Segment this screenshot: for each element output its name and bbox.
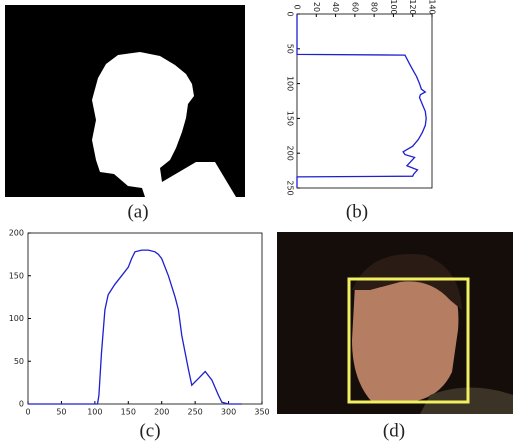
y-tick-label: 100	[389, 0, 398, 15]
x-tick-label: 300	[221, 408, 236, 417]
y-tick-label: 60	[350, 2, 359, 12]
caption: (c)	[139, 420, 160, 441]
y-tick-label: 150	[9, 271, 24, 280]
x-tick-label: 150	[121, 408, 136, 417]
x-tick-label: 250	[188, 408, 203, 417]
y-tick-label: 40	[331, 2, 340, 12]
y-tick-label: 80	[370, 2, 379, 12]
y-tick-label: 100	[9, 314, 24, 323]
x-tick-label: 0	[25, 408, 30, 417]
y-tick-label: 120	[408, 0, 417, 15]
y-tick-label: 200	[9, 229, 24, 238]
figure: (a) (d) 0 50 100 150 200 250 0 20 40 60 80 100 120 14…	[0, 0, 516, 446]
x-tick-label: 350	[254, 408, 269, 417]
x-tick-label: 200	[286, 146, 295, 161]
x-tick-label: 250	[286, 180, 295, 195]
y-tick-label: 20	[312, 2, 321, 12]
x-tick-label: 150	[286, 111, 295, 126]
y-tick-label: 140	[428, 0, 437, 15]
y-tick-label: 50	[14, 357, 24, 366]
y-tick-label: 0	[293, 4, 302, 9]
plot-frame	[297, 14, 432, 188]
caption: (d)	[383, 420, 405, 441]
x-tick-label: 0	[286, 11, 295, 16]
plot-frame	[28, 233, 262, 404]
x-tick-label: 100	[87, 408, 102, 417]
caption: (b)	[346, 201, 368, 222]
x-tick-label: 50	[56, 408, 66, 417]
x-tick-label: 50	[286, 44, 295, 54]
y-tick-label: 0	[19, 400, 24, 409]
x-tick-label: 200	[154, 408, 169, 417]
x-tick-label: 100	[286, 76, 295, 91]
caption: (a)	[127, 201, 148, 222]
